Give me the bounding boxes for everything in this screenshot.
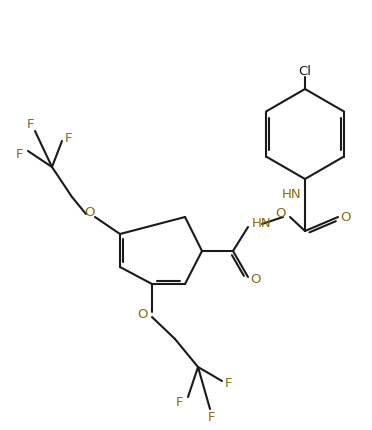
Text: O: O bbox=[341, 211, 351, 224]
Text: HN: HN bbox=[252, 217, 272, 230]
Text: HN: HN bbox=[281, 187, 301, 200]
Text: Cl: Cl bbox=[298, 64, 311, 77]
Text: O: O bbox=[138, 308, 148, 321]
Text: O: O bbox=[251, 273, 261, 286]
Text: O: O bbox=[85, 206, 95, 219]
Text: F: F bbox=[65, 131, 73, 144]
Text: F: F bbox=[27, 117, 35, 130]
Text: F: F bbox=[176, 396, 184, 408]
Text: F: F bbox=[225, 377, 233, 390]
Text: F: F bbox=[16, 147, 24, 160]
Text: O: O bbox=[276, 207, 286, 220]
Text: F: F bbox=[208, 411, 216, 424]
